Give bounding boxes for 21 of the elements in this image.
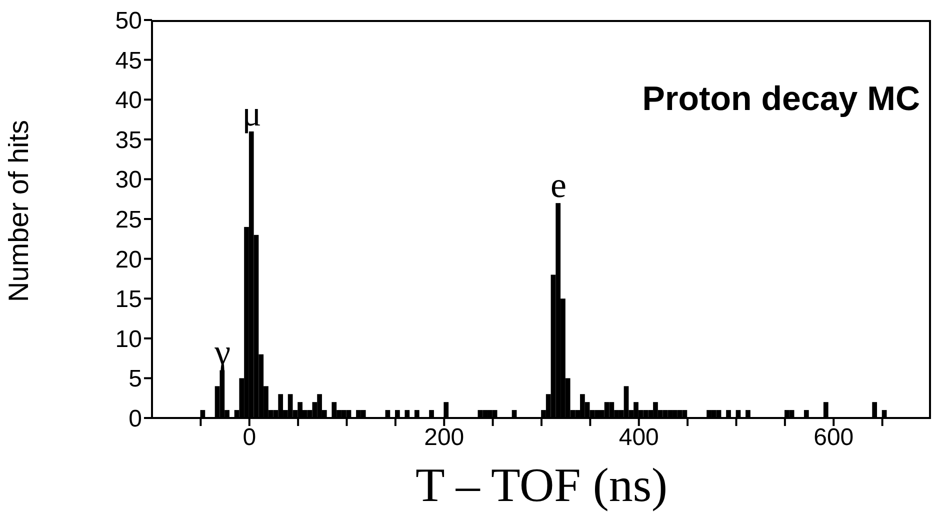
x-axis-title: T – TOF (ns) (414, 458, 669, 514)
y-tick-label: 15 (115, 286, 142, 314)
y-tick-label: 25 (115, 206, 142, 234)
x-tick-label: 600 (814, 424, 854, 452)
annotation: γ (214, 332, 231, 372)
y-tick-label: 40 (115, 87, 142, 114)
y-tick-label: 45 (115, 47, 142, 74)
y-tick-label: 10 (115, 326, 142, 353)
y-axis-title: Number of hits (2, 120, 34, 302)
x-tick-label: 200 (424, 424, 464, 452)
y-tick-label: 30 (115, 166, 142, 194)
annotation: μ (242, 93, 262, 134)
y-tick-label: 0 (128, 406, 142, 433)
x-tick-label: 0 (242, 424, 256, 452)
y-tick-label: 50 (115, 8, 142, 35)
x-tick-label: 400 (618, 424, 659, 452)
y-tick-label: 35 (115, 126, 142, 154)
annotation: e (550, 165, 567, 206)
y-tick-label: 5 (128, 366, 142, 393)
annotation: Proton decay MC (642, 80, 920, 119)
y-tick-label: 20 (115, 246, 142, 274)
